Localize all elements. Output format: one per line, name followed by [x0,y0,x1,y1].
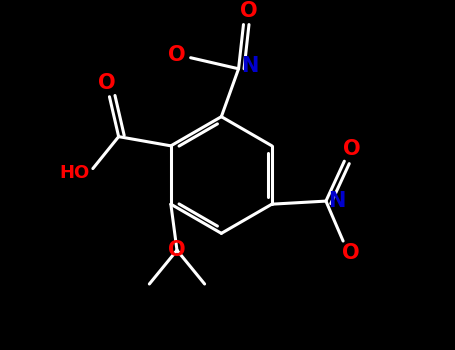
Text: O: O [168,240,186,260]
Text: O: O [342,243,359,263]
Text: O: O [168,45,186,65]
Text: N: N [328,191,346,211]
Text: N: N [241,56,258,76]
Text: O: O [343,139,360,159]
Text: O: O [98,73,116,93]
Text: HO: HO [59,164,90,182]
Text: O: O [240,1,258,21]
